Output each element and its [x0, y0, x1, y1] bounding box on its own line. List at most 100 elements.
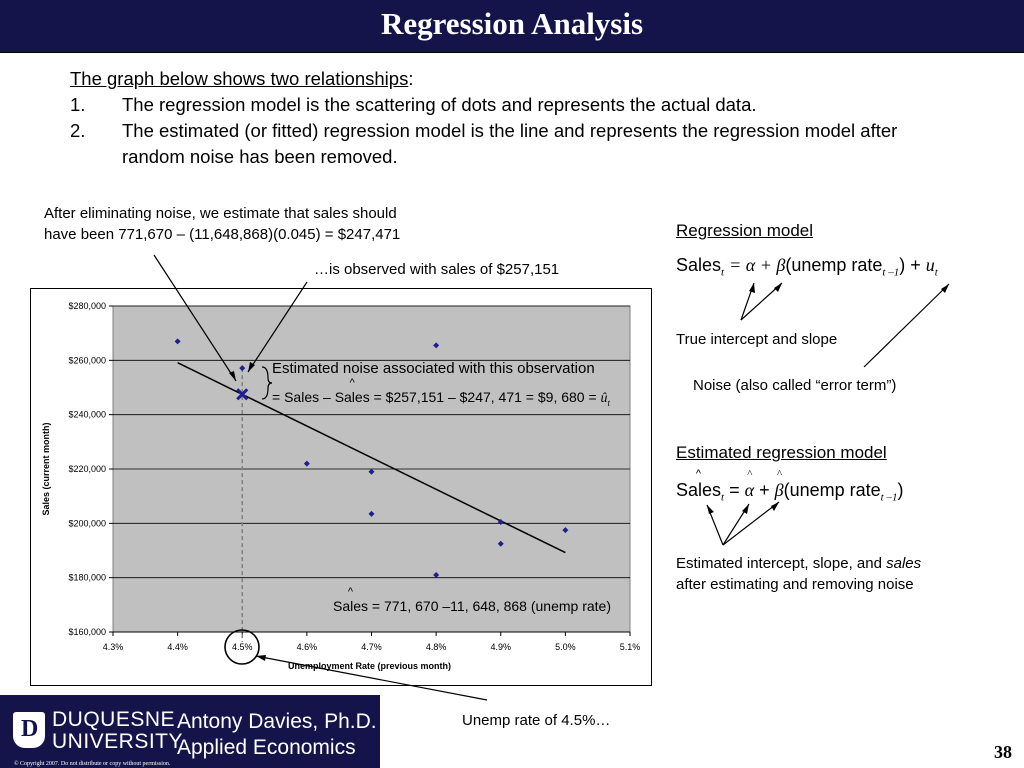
arrow-beta-hat — [722, 501, 780, 546]
slide-title: Regression Analysis — [380, 6, 644, 41]
rm-sub: t –1 — [882, 266, 900, 279]
x-axis-label: Unemployment Rate (previous month) — [288, 661, 451, 671]
arrowhead — [707, 505, 714, 514]
arrowhead — [771, 502, 779, 511]
arrow-noise — [863, 283, 950, 368]
list-item: 2. The estimated (or fitted) regression m… — [70, 118, 950, 170]
y-tick-label: $180,000 — [68, 573, 106, 583]
em-beta-hat: β — [775, 480, 784, 501]
regression-model-equation: Salest = α + β(unemp ratet –1) + ut — [676, 255, 938, 279]
list-text: The regression model is the scattering o… — [122, 94, 757, 115]
arrow-unemp — [255, 655, 488, 701]
data-point — [497, 540, 504, 547]
list-number: 1. — [70, 94, 86, 115]
after-noise-note: After eliminating noise, we estimate tha… — [44, 203, 400, 245]
university-name-line2: UNIVERSITY — [52, 730, 184, 753]
y-tick-label: $200,000 — [68, 518, 106, 528]
y-axis-label: Sales (current month) — [41, 422, 51, 515]
page-number: 38 — [994, 742, 1012, 762]
eq-sales-hat: Sales — [335, 389, 370, 405]
intro-text: The graph below shows two relationships:… — [70, 66, 950, 170]
eq-sign: = — [272, 389, 281, 405]
eq-sub: t — [607, 397, 611, 408]
data-point — [174, 338, 181, 345]
em-eq: = — [729, 480, 740, 500]
em-sub: t –1 — [880, 491, 898, 504]
data-point — [303, 460, 310, 467]
em-end: ) — [897, 480, 904, 500]
arrow-after-noise — [153, 254, 237, 382]
intro-lead-colon: : — [408, 68, 414, 89]
fitted-eq-rest: = 771, 670 –11, 648, 868 (unemp rate) — [371, 598, 612, 614]
data-point — [433, 342, 440, 349]
university-name: DUQUESNE UNIVERSITY — [52, 709, 183, 753]
arrow-observed — [247, 281, 308, 373]
y-tick-label: $280,000 — [68, 301, 106, 311]
fitted-sales-hat: Sales — [333, 598, 368, 614]
noise-title: Estimated noise associated with this obs… — [272, 360, 595, 377]
y-tick-label: $160,000 — [68, 627, 106, 637]
title-bar — [0, 0, 1024, 53]
eq-rest: = $257,151 – $247, 471 = $9, 680 = — [373, 389, 597, 405]
intro-lead: The graph below shows two relationships — [70, 68, 409, 89]
estimated-model-heading: Estimated regression model — [676, 443, 887, 462]
y-axis-ticks: $160,000 $180,000 $200,000 $220,000 $240,000… — [68, 301, 113, 637]
x-tick-label: 4.6% — [297, 642, 318, 652]
noise-note: Noise (also called “error term”) — [693, 377, 897, 394]
data-point — [239, 365, 246, 372]
list-number: 2. — [70, 120, 86, 141]
university-logo-banner — [0, 695, 380, 768]
after-noise-line2: have been 771,670 – (11,648,868)(0.045) … — [44, 226, 401, 243]
y-tick-label: $240,000 — [68, 410, 106, 420]
after-noise-line1: After eliminating noise, we estimate tha… — [44, 205, 397, 222]
rm-alpha-beta: = α + β — [729, 255, 786, 275]
x-tick-label: 4.3% — [103, 642, 124, 652]
rm-end: ) + — [899, 255, 926, 275]
estimated-model-equation: Salest = α + β(unemp ratet –1) — [676, 480, 903, 504]
list-item: 1. The regression model is the scattering… — [70, 92, 950, 118]
regression-model-heading: Regression model — [676, 221, 814, 240]
y-tick-label: $220,000 — [68, 464, 106, 474]
data-point — [368, 510, 375, 517]
x-tick-label: 4.5% — [232, 642, 253, 652]
eq-u-hat: û — [600, 391, 608, 406]
x-tick-label: 4.7% — [361, 642, 382, 652]
fitted-point-marker — [236, 388, 249, 401]
em-plus: + — [759, 480, 770, 500]
data-points — [174, 338, 569, 578]
rm-sales: Sales — [676, 255, 722, 275]
arrowhead — [256, 655, 266, 661]
em-desc-pre: Estimated intercept, slope, and — [676, 555, 887, 572]
university-name-line1: DUQUESNE — [52, 708, 176, 731]
list-text: The estimated (or fitted) regression mod… — [122, 120, 898, 167]
noise-brace — [261, 366, 273, 400]
eq-sales: Sales — [284, 389, 320, 405]
data-point — [433, 571, 440, 578]
duquesne-shield-icon — [13, 712, 45, 748]
fitted-equation: Sales = 771, 670 –11, 648, 868 (unemp ra… — [333, 598, 611, 614]
arrowhead — [229, 371, 236, 381]
data-point — [562, 527, 569, 534]
unemp-circle — [224, 629, 260, 665]
em-mid: (unemp rate — [783, 480, 881, 500]
highlight-marker — [236, 388, 249, 401]
x-tick-label: 4.9% — [490, 642, 511, 652]
x-tick-label: 5.0% — [555, 642, 576, 652]
rm-mid: (unemp rate — [785, 255, 883, 275]
em-alpha-hat: α — [745, 480, 754, 501]
x-tick-label: 4.8% — [426, 642, 447, 652]
professor-name: Antony Davies, Ph.D. — [177, 710, 377, 733]
estimated-desc: Estimated intercept, slope, and sales af… — [676, 553, 921, 595]
y-tick-label: $260,000 — [68, 355, 106, 365]
data-point — [368, 468, 375, 475]
true-intercept-note: True intercept and slope — [676, 331, 838, 348]
x-tick-label: 4.4% — [167, 642, 188, 652]
rm-ut: t — [934, 266, 938, 279]
copyright: © Copyright 2007. Do not distribute or c… — [14, 761, 171, 767]
em-desc-line2: after estimating and removing noise — [676, 576, 914, 593]
em-sales-hat: Sales — [676, 480, 721, 501]
arrowhead — [248, 362, 255, 372]
rm-u: u — [925, 255, 935, 275]
arrowhead — [749, 283, 755, 293]
